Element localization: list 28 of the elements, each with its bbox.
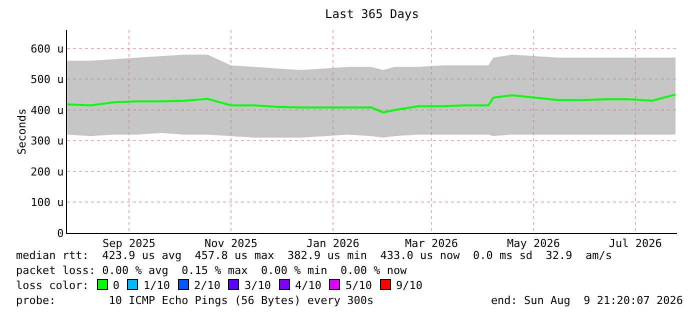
text: 2/10	[194, 279, 220, 292]
x-tick-label: May 2026	[506, 237, 560, 250]
text: 4/10	[294, 279, 322, 292]
x-tick-label: Nov 2025	[204, 237, 258, 250]
y-tick-label: 100 u	[30, 196, 64, 210]
y-tick-label: 600 u	[30, 42, 64, 56]
y-tick-label: 0	[57, 226, 64, 240]
x-tick-label: Jan 2026	[306, 237, 360, 250]
text: 9/10	[396, 279, 422, 292]
text: packet loss: 0.00 % avg 0.15 % max 0.00 % min 0.00 % now	[16, 264, 407, 277]
x-tick-label: Sep 2025	[102, 237, 156, 250]
y-axis-title: Seconds	[16, 108, 29, 155]
chart-title: Last 365 Days	[325, 6, 419, 21]
x-tick-label: Jul 2026	[608, 237, 662, 250]
text: 5/10	[345, 279, 372, 292]
text: 1/10	[143, 279, 170, 292]
y-tick-label: 500 u	[30, 73, 64, 86]
y-tick-label: 400 u	[30, 104, 64, 117]
text: end: Sun Aug 9 21:20:07 2026	[490, 294, 683, 307]
x-tick-label: Mar 2026	[405, 237, 458, 250]
text: 0	[112, 279, 120, 292]
text: probe: 10 ICMP Echo Pings (56 Bytes) every 300s	[16, 294, 374, 307]
text: 3/10	[244, 279, 271, 292]
line-series	[67, 94, 677, 114]
y-tick-label: 200 u	[30, 165, 64, 178]
text: median rtt: 423.9 us avg 457.8 us max 382.9 us min 433.0 us now 0.0 ms sd 32.9 am/s	[16, 249, 612, 262]
text: loss color:	[16, 279, 89, 292]
y-tick-label: 300 u	[30, 134, 64, 148]
